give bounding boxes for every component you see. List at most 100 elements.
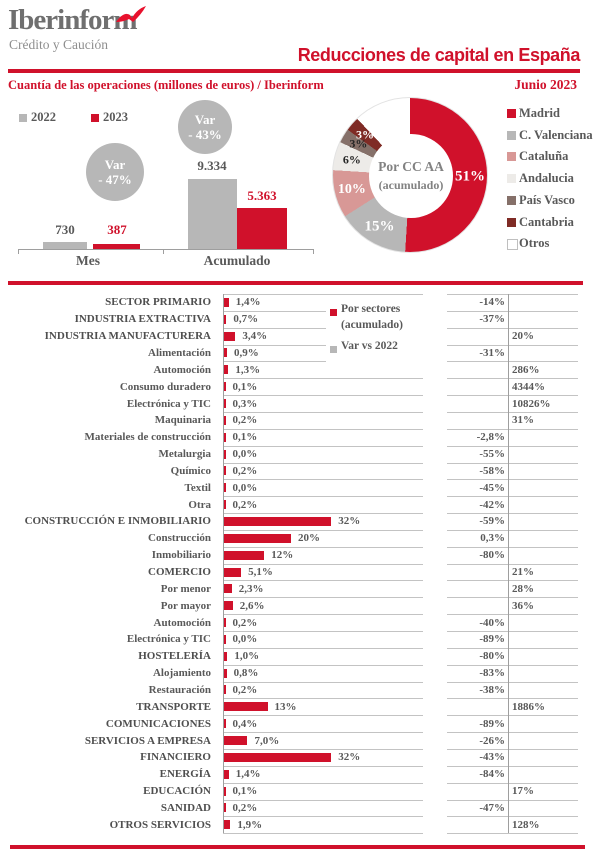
legend-label: Cantabria — [519, 214, 574, 229]
var-value: 17% — [512, 785, 534, 798]
gridline-right — [447, 378, 578, 380]
gridline-right — [447, 715, 578, 717]
var-mes-line2: - 47% — [98, 172, 132, 187]
sector-label: COMUNICACIONES — [105, 717, 211, 730]
madrid-swatch — [507, 109, 516, 118]
sector-label: INDUSTRIA EXTRACTIVA — [74, 313, 211, 326]
sector-bar — [224, 719, 226, 729]
sector-label: Construcción — [148, 532, 211, 545]
value-2023-mes: 387 — [107, 222, 127, 237]
var-value: -38% — [479, 683, 505, 696]
sector-value: 1,4% — [235, 296, 261, 309]
var-value: 286% — [512, 363, 540, 376]
sector-value: 0,2% — [232, 414, 258, 427]
gridline-left — [223, 647, 423, 649]
sector-value: 13% — [274, 700, 297, 713]
gridline-right — [447, 546, 578, 548]
sector-label: Alojamiento — [152, 667, 211, 680]
var-value: -45% — [479, 481, 505, 494]
sector-bar — [224, 516, 332, 526]
gridline-left — [223, 462, 423, 464]
sector-label: Electrónica y TIC — [126, 397, 211, 410]
gridline-left — [223, 513, 423, 515]
right-axis — [508, 294, 509, 834]
gridline-right — [447, 361, 578, 363]
sector-value: 0,9% — [234, 346, 259, 359]
gridline-right — [447, 462, 578, 464]
legend-label: Otros — [519, 236, 550, 251]
gridline-left — [223, 344, 423, 346]
chart-subtitle: Cuantía de las operaciones (millones de … — [8, 78, 324, 92]
sector-bar — [224, 533, 291, 543]
var-value: -55% — [479, 448, 505, 461]
gridline-right — [447, 580, 578, 582]
gridline-right — [447, 529, 578, 531]
sector-bar — [224, 769, 229, 779]
cantabria-swatch — [507, 217, 516, 227]
var-value: -80% — [479, 650, 505, 663]
sector-bar — [224, 466, 226, 476]
gridline-right — [447, 310, 578, 312]
var-value: 20% — [512, 330, 534, 343]
catalu-a-swatch — [507, 152, 516, 162]
logo-subtitle: Crédito y Caución — [9, 37, 108, 52]
var-value: -84% — [479, 768, 505, 781]
sector-label: SANIDAD — [160, 801, 211, 814]
gridline-right — [447, 765, 578, 767]
sector-bar — [224, 567, 242, 577]
pa-s-vasco-swatch — [507, 195, 516, 205]
sector-value: 0,4% — [232, 717, 258, 730]
sector-label: TRANSPORTE — [136, 700, 211, 713]
sector-label: Químico — [170, 464, 211, 477]
legend-2023-swatch — [91, 114, 99, 122]
gridline-right — [447, 833, 578, 835]
sector-bar — [224, 432, 226, 442]
gridline-right — [447, 496, 578, 498]
gridline-left — [223, 479, 423, 481]
sector-label: Maquinaria — [154, 414, 211, 427]
gridline-right — [447, 327, 578, 329]
sector-bar — [224, 702, 268, 712]
gridline-right — [447, 614, 578, 616]
x-axis — [18, 249, 313, 250]
sector-label: Otra — [188, 498, 211, 511]
slice-label-cantabria: 3% — [355, 127, 374, 142]
sector-value: 0,2% — [232, 464, 258, 477]
sector-value: 0,1% — [232, 380, 258, 393]
var-value: 10826% — [512, 397, 551, 410]
legend-label: Andalucia — [519, 171, 574, 186]
gridline-right — [447, 395, 578, 397]
sector-value: 5,1% — [248, 566, 273, 579]
sector-series-label-line1: Por sectores — [341, 303, 401, 315]
sector-bar — [224, 820, 231, 830]
var-value: -83% — [479, 667, 505, 680]
var-value: -80% — [479, 549, 505, 562]
sector-label: HOSTELERÍA — [138, 650, 211, 663]
sector-label: Por mayor — [160, 599, 211, 612]
sector-bar — [224, 618, 226, 628]
sector-bar — [224, 399, 226, 409]
var-value: 21% — [512, 566, 534, 579]
sector-value: 32% — [338, 515, 361, 528]
var-value: 28% — [512, 582, 534, 595]
sector-bar — [224, 483, 226, 493]
sector-label: Consumo duradero — [119, 380, 211, 393]
gridline-right — [447, 344, 578, 346]
gridline-left — [223, 529, 423, 531]
gridline-right — [447, 411, 578, 413]
gridline-left — [223, 715, 423, 717]
donut-center-title: Por CC AA — [378, 159, 444, 174]
slice-label-c-valenciana: 15% — [364, 218, 395, 235]
sector-value: 0,2% — [232, 616, 258, 629]
sector-value: 0,0% — [232, 633, 258, 646]
sector-label: Automoción — [153, 616, 211, 629]
gridline-left — [223, 428, 423, 430]
gridline-left — [223, 496, 423, 498]
legend-2023-label: 2023 — [103, 110, 128, 124]
sector-series-swatch — [330, 309, 337, 316]
gridline-right — [447, 563, 578, 565]
value-2023-acumulado: 5.363 — [247, 188, 277, 203]
sector-label: CONSTRUCCIÓN E INMOBILIARIO — [24, 515, 211, 528]
gridline-right — [447, 664, 578, 666]
sector-value: 7,0% — [254, 734, 280, 747]
